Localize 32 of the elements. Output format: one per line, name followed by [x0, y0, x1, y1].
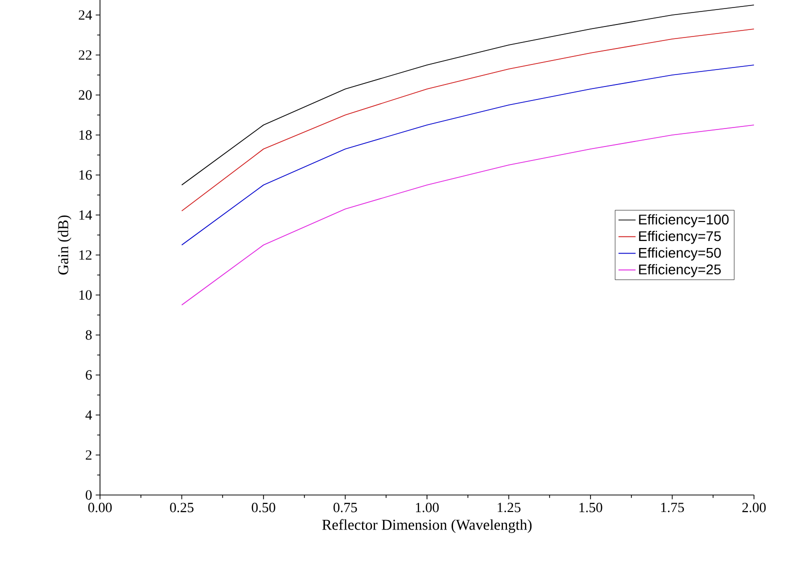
x-tick-label: 0.75: [334, 502, 357, 512]
y-tick-label: 18: [79, 130, 92, 140]
legend-label: Efficiency=50: [639, 247, 721, 261]
legend-label: Efficiency=100: [639, 214, 729, 228]
y-tick-label: 6: [86, 370, 92, 380]
x-tick-label: 1.25: [498, 502, 520, 512]
x-tick-label: 1.75: [661, 502, 684, 512]
line-series: [181, 4, 754, 186]
x-tick-label: 1.00: [416, 502, 439, 512]
y-tick-label: 12: [79, 250, 92, 260]
y-tick-label: 14: [79, 210, 92, 220]
line-series: [181, 64, 754, 246]
y-tick-label: 8: [86, 330, 92, 340]
y-tick-label: 2: [86, 450, 92, 460]
x-tick-label: 0.50: [252, 502, 276, 512]
y-tick-label: 16: [79, 170, 92, 180]
line-series: [181, 28, 754, 212]
x-tick-label: 2.00: [742, 502, 766, 512]
line-series: [181, 124, 754, 306]
legend-label: Efficiency=75: [639, 230, 721, 244]
x-tick-label: 0.25: [170, 502, 194, 512]
y-tick-label: 4: [85, 410, 92, 420]
y-tick-label: 0: [86, 490, 92, 500]
y-tick-label: 22: [78, 50, 92, 60]
x-tick-label: 1.50: [579, 502, 602, 512]
y-tick-label: 20: [78, 90, 92, 100]
x-axis-title: Reflector Dimension (Wavelength): [322, 519, 532, 533]
y-tick-label: 10: [79, 290, 92, 300]
legend-label: Efficiency=25: [639, 264, 721, 278]
x-tick-label: 0.00: [88, 502, 112, 512]
y-tick-label: 24: [78, 10, 92, 20]
y-axis-title: Gain (dB): [58, 215, 72, 275]
